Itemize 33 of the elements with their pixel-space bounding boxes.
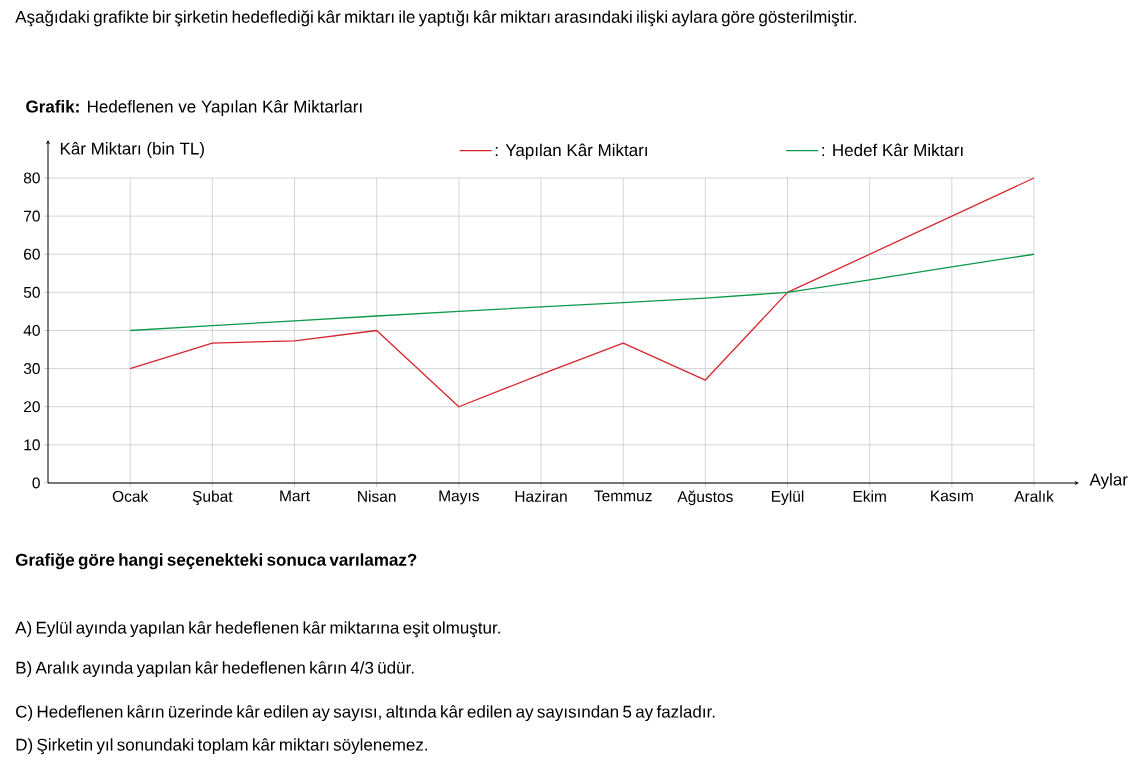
x-tick-label: Ekim [853, 490, 886, 502]
y-tick-label: 20 [24, 401, 40, 413]
y-tick-label: 70 [24, 210, 40, 222]
x-tick-label: Temmuz [594, 490, 652, 502]
text: Aşağıdaki grafikte bir şirketin hedeflediği kâr miktarı ile yaptığı kâr miktarı arasındaki ilişki aylara göre gösterilmiştir. [15, 10, 857, 27]
x-tick-label: Nisan [358, 490, 396, 502]
x-tick-label: Mart [280, 490, 310, 502]
legend-label: : Hedef Kâr Miktarı [822, 143, 963, 157]
y-tick-label: 50 [23, 286, 40, 298]
text: B) Aralık ayında yapılan kâr hedeflenen kârın 4/3 üdür. [16, 661, 414, 678]
y-tick-label: 40 [23, 324, 40, 336]
x-tick-label: Ağustos [677, 490, 733, 506]
y-tick-label: 80 [23, 172, 40, 184]
x-axis-title: Aylar [1089, 473, 1128, 489]
legend-label: : Yapılan Kâr Miktarı [495, 143, 647, 160]
x-tick-label: Haziran [515, 490, 567, 502]
y-tick-label: 10 [24, 439, 40, 451]
x-tick-label: Eylül [771, 490, 804, 505]
y-axis-title: Kâr Miktarı (bin TL) [60, 142, 204, 158]
chart-title: Grafik: Hedeflenen ve Yapılan Kâr Miktarları [26, 100, 362, 116]
x-tick-label: Şubat [192, 490, 233, 506]
y-tick-label: 30 [23, 363, 40, 375]
x-tick-label: Kasım [931, 490, 973, 502]
line-series [129, 253, 1035, 332]
x-tick-label: Mayıs [439, 490, 479, 505]
x-tick-label: Aralık [1014, 490, 1054, 502]
text: D) Şirketin yıl sonundaki toplam kâr miktarı söylenemez. [16, 738, 428, 755]
text: C) Hedeflenen kârın üzerinde kâr edilen ay sayısı, altında kâr edilen ay sayısından 5 ay fazladır. [16, 705, 715, 722]
y-tick-label: 60 [24, 248, 40, 260]
text: A) Eylül ayında yapılan kâr hedeflenen kâr miktarına eşit olmuştur. [15, 621, 500, 638]
y-tick-label: 0 [32, 477, 40, 489]
text: Grafiğe göre hangi seçenekteki sonuca varılamaz? [15, 553, 417, 570]
x-tick-label: Ocak [112, 490, 149, 502]
